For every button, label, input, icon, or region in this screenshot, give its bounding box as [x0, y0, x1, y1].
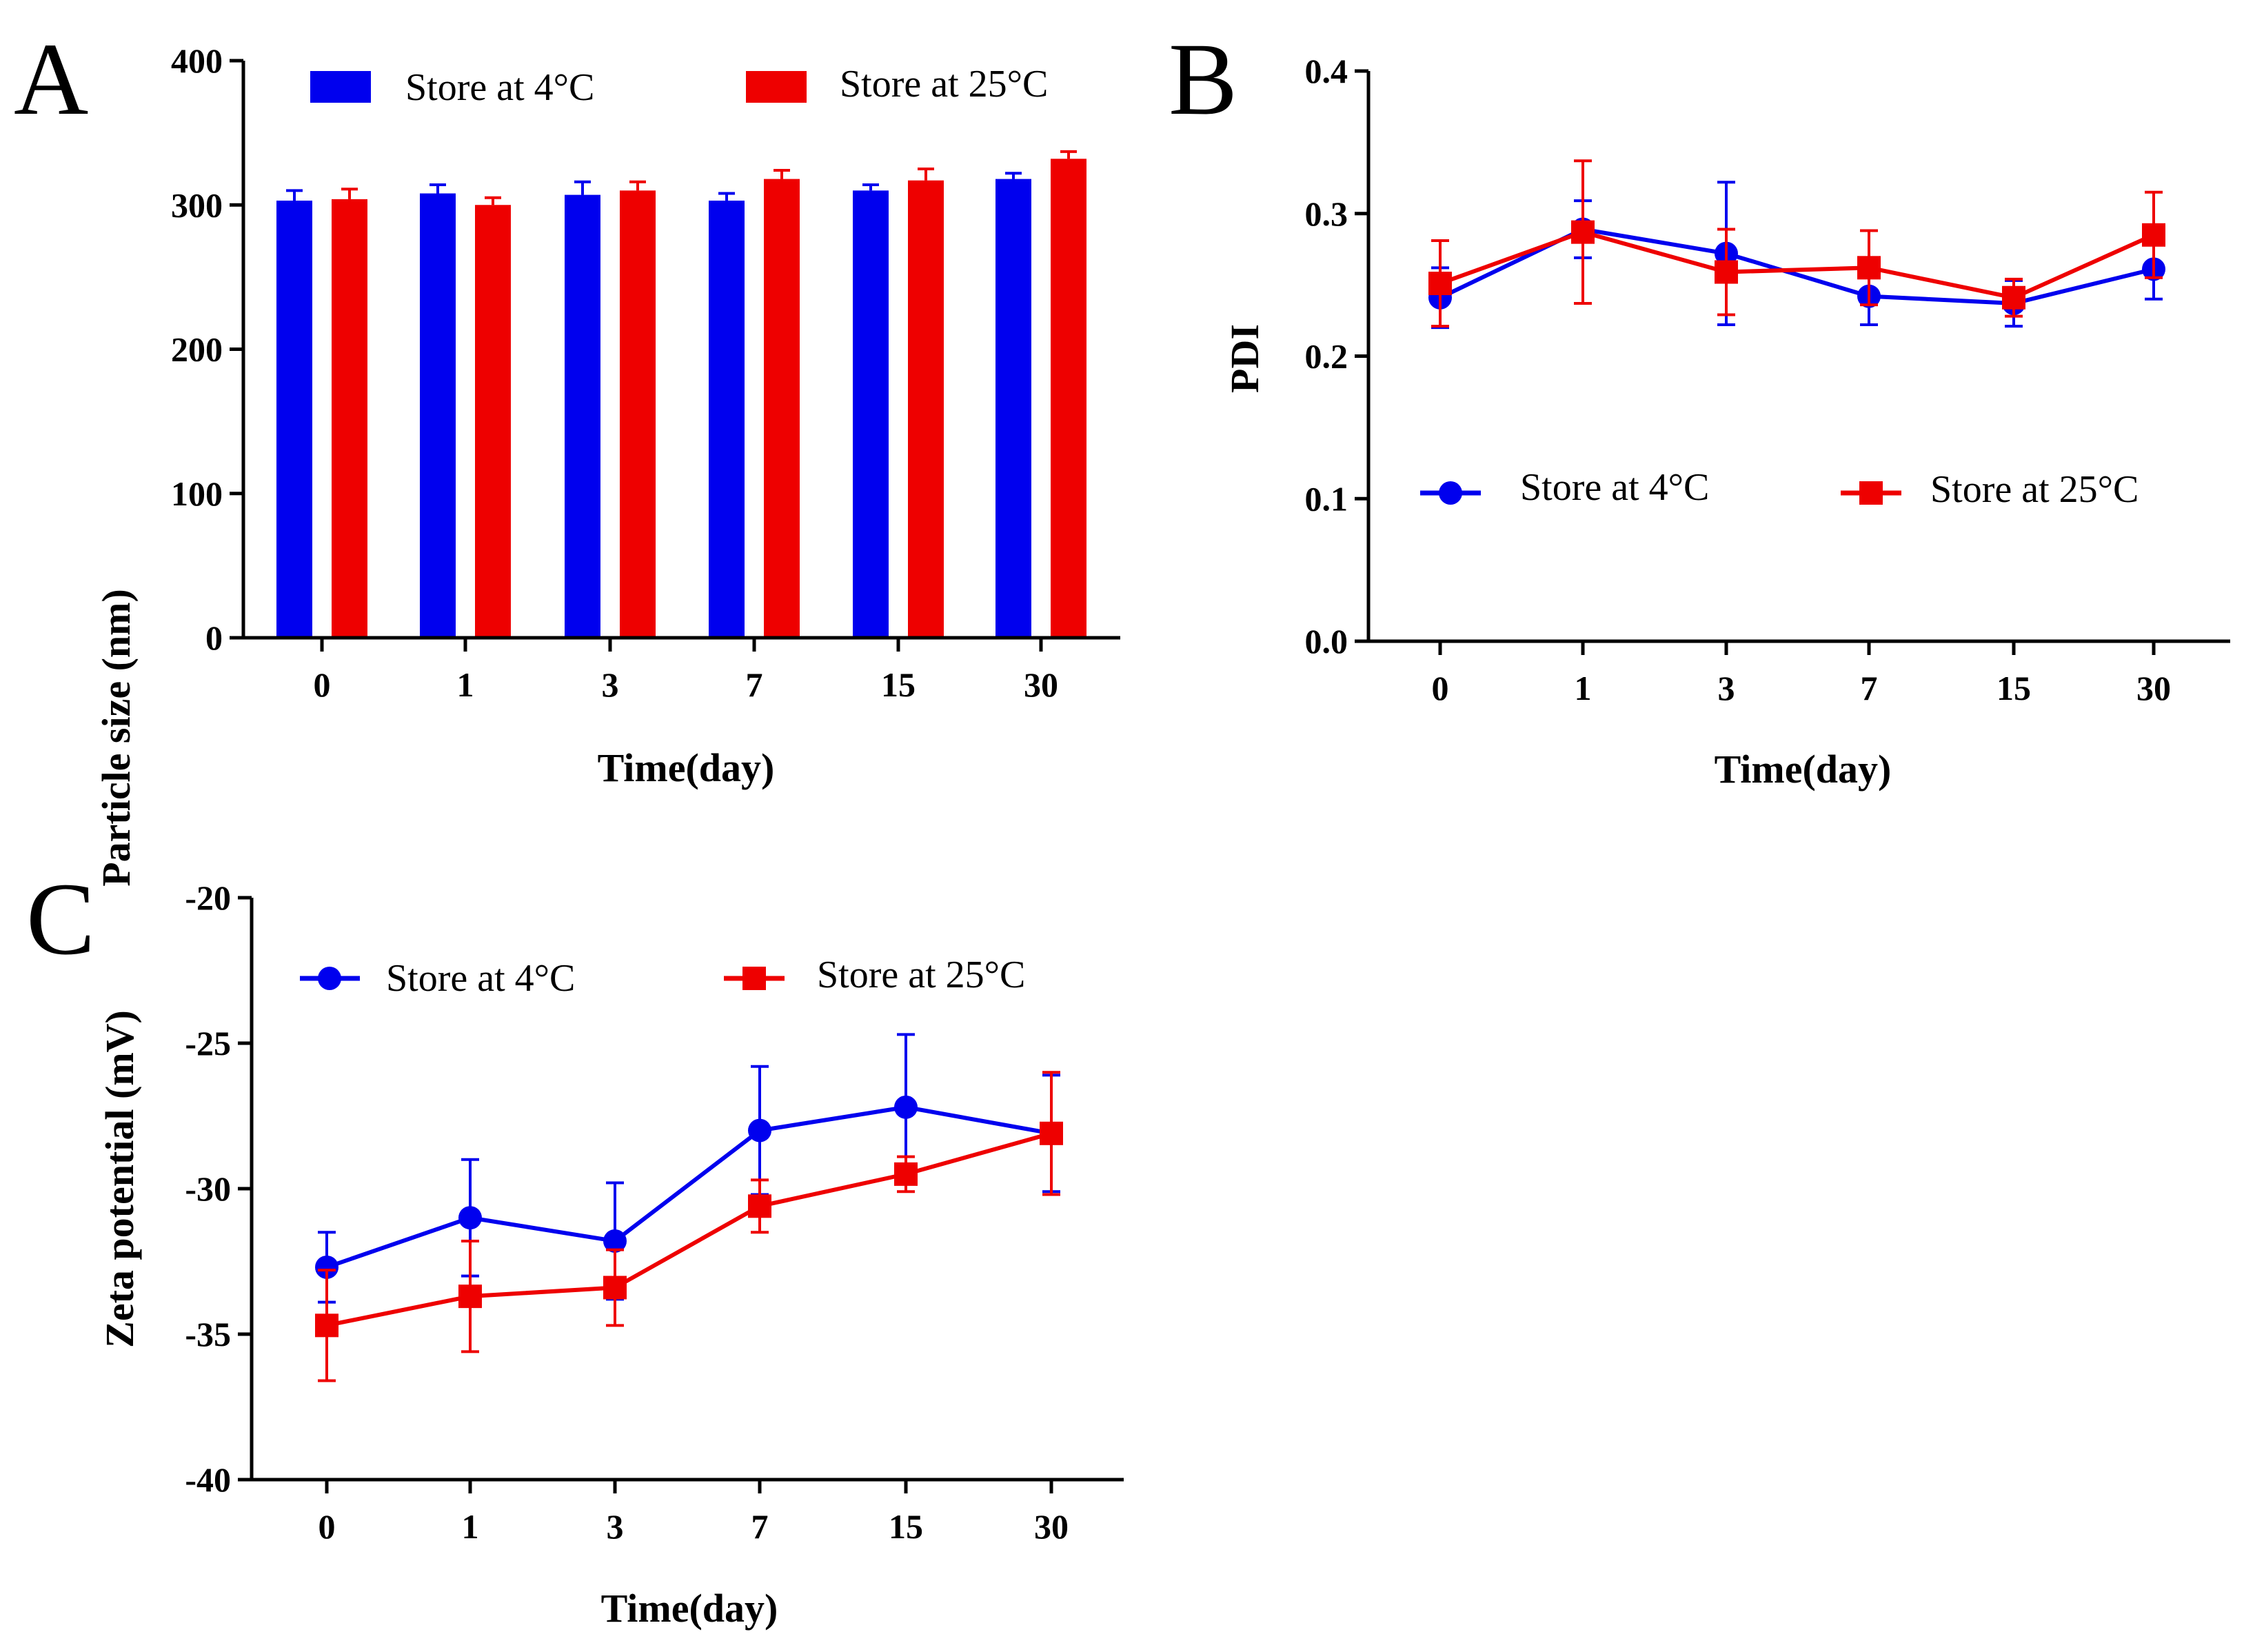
legend-label-25c-c: Store at 25°C: [817, 954, 1025, 996]
x-tick-label-a: 30: [1024, 665, 1058, 704]
plot-area-a: 0 100 200 300 400 0 1 3 7 15 30: [171, 41, 1120, 704]
data-point-25c: [2002, 285, 2025, 310]
data-point-25c: [2142, 223, 2165, 247]
x-tick-label-b: 0: [1432, 669, 1449, 707]
y-tick-label-b: 0.1: [1305, 479, 1348, 518]
data-point-25c: [1428, 272, 1452, 296]
plot-area-b: 0.0 0.1 0.2 0.3 0.4 0 1 3 7 15 30: [1305, 52, 2230, 707]
x-tick-label-a: 7: [746, 665, 763, 704]
y-tick-label-a: 300: [171, 185, 223, 224]
x-tick-label-a: 0: [314, 665, 331, 704]
x-tick-label-b: 7: [1861, 669, 1878, 707]
bar-4c: [420, 193, 456, 636]
bar-4c: [565, 194, 600, 636]
panel-label-b: B: [1169, 22, 1237, 137]
y-tick-label-a: 200: [171, 330, 223, 369]
legend-label-25c-a: Store at 25°C: [840, 63, 1048, 105]
data-point-25c: [1571, 220, 1595, 244]
bar-25c: [475, 205, 511, 636]
series-line-25c: [1439, 230, 2155, 300]
data-point-4c: [748, 1118, 771, 1142]
y-tick-label-c: -30: [185, 1169, 231, 1208]
data-point-4c: [603, 1229, 627, 1253]
y-tick-label-b: 0.0: [1305, 622, 1348, 661]
y-axis-title-a: Particle size (nm): [94, 589, 139, 887]
data-point-25c: [1857, 256, 1881, 280]
x-tick-label-b: 1: [1575, 669, 1592, 707]
y-tick-label-b: 0.2: [1305, 337, 1348, 376]
y-tick-label-c: -35: [185, 1315, 231, 1353]
bar-25c: [620, 190, 656, 636]
y-tick-label-c: -20: [185, 878, 231, 917]
bar-25c: [764, 179, 800, 636]
x-tick-label-b: 15: [1997, 669, 2031, 707]
x-tick-label-b: 30: [2136, 669, 2171, 707]
y-tick-label-a: 100: [171, 474, 223, 513]
series-line-4c: [1439, 227, 2154, 306]
legend-label-25c-b: Store at 25°C: [1930, 468, 2139, 511]
x-tick-label-b: 3: [1718, 669, 1735, 707]
data-point-25c: [458, 1285, 482, 1309]
bar-4c: [276, 200, 312, 636]
panel-label-a: A: [14, 22, 88, 137]
x-tick-label-c: 1: [462, 1507, 479, 1546]
legend-marker-4c-b: [1439, 481, 1462, 505]
y-axis-title-c: Zeta potential (mV): [97, 1010, 142, 1348]
x-axis-title-b: Time(day): [1715, 747, 1892, 792]
y-tick-label-c: -40: [185, 1460, 231, 1499]
y-tick-label-b: 0.3: [1305, 194, 1348, 233]
data-point-25c: [315, 1313, 338, 1338]
panel-a: A Particle size (nm) Time(day) Store at …: [14, 22, 1120, 887]
y-tick-label-a: 0: [205, 618, 223, 657]
legend-a: Store at 4°C Store at 25°C: [310, 63, 1048, 109]
x-tick-label-c: 30: [1034, 1507, 1069, 1546]
data-point-25c: [894, 1162, 918, 1186]
bar-4c: [709, 200, 745, 636]
bar-4c: [995, 179, 1031, 636]
x-tick-label-a: 1: [457, 665, 474, 704]
legend-label-4c-b: Store at 4°C: [1520, 466, 1709, 509]
y-tick-label-c: -25: [185, 1024, 231, 1062]
plot-area-c: -40 -35 -30 -25 -20 0 1 3 7 15 30: [185, 878, 1124, 1546]
data-point-4c: [315, 1255, 338, 1279]
x-tick-label-c: 7: [751, 1507, 769, 1546]
data-point-4c: [894, 1095, 918, 1119]
data-point-25c: [748, 1194, 771, 1218]
y-tick-label-b: 0.4: [1305, 52, 1348, 90]
x-tick-label-c: 15: [889, 1507, 923, 1546]
legend-b: Store at 4°C Store at 25°C: [1420, 466, 2139, 511]
series-line-25c: [326, 1131, 1052, 1328]
y-tick-label-a: 400: [171, 41, 223, 80]
bar-4c: [853, 190, 889, 636]
bar-25c: [1051, 159, 1086, 636]
x-axis-title-a: Time(day): [598, 745, 775, 790]
panel-c: C Zeta potential (mV) Time(day) Store at…: [26, 862, 1124, 1631]
x-tick-label-a: 3: [602, 665, 619, 704]
bar-25c: [332, 199, 367, 636]
x-tick-label-a: 15: [881, 665, 916, 704]
legend-marker-25c-c: [742, 967, 766, 990]
data-point-25c: [603, 1276, 627, 1300]
data-point-4c: [458, 1206, 482, 1230]
legend-c: Store at 4°C Store at 25°C: [300, 954, 1025, 1000]
x-tick-label-c: 3: [607, 1507, 624, 1546]
data-point-25c: [1715, 260, 1738, 284]
data-point-25c: [1040, 1121, 1063, 1145]
panel-b: B PDI Time(day) Store at 4°C Store at 25…: [1169, 22, 2230, 792]
legend-swatch-25c-a: [746, 71, 807, 103]
x-tick-label-c: 0: [319, 1507, 336, 1546]
x-axis-title-c: Time(day): [601, 1586, 778, 1631]
panel-label-c: C: [26, 862, 95, 976]
y-axis-title-b: PDI: [1222, 324, 1267, 393]
legend-label-4c-a: Store at 4°C: [405, 66, 594, 109]
legend-label-4c-c: Store at 4°C: [386, 957, 575, 1000]
legend-swatch-4c-a: [310, 71, 371, 103]
series-line-4c: [326, 1105, 1052, 1269]
legend-marker-4c-c: [318, 967, 341, 990]
legend-marker-25c-b: [1859, 481, 1883, 505]
bar-25c: [908, 180, 944, 636]
